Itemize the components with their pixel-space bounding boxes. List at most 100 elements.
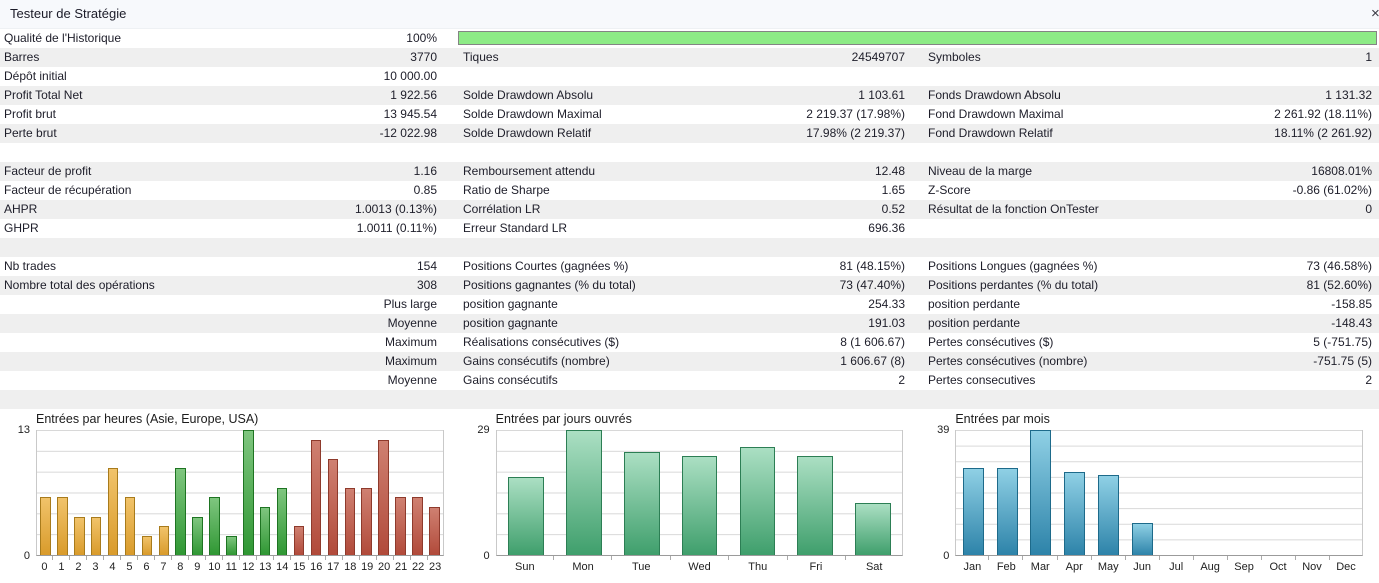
bar-slot <box>37 430 54 555</box>
x-axis-label: 5 <box>126 561 133 573</box>
bars <box>497 430 903 555</box>
stat-label: Solde Drawdown Maximal <box>463 107 602 121</box>
x-tick <box>206 556 224 560</box>
bar-slot <box>1294 430 1328 555</box>
stat-value: Plus large <box>383 297 437 311</box>
x-axis-label: Thu <box>748 561 768 573</box>
close-icon[interactable]: × <box>1371 5 1379 22</box>
bar-slot <box>728 430 786 555</box>
stat-value: 154 <box>416 259 437 273</box>
x-tick <box>309 556 326 560</box>
stat-label: position gagnante <box>463 297 558 311</box>
stat-cell: Gains consécutifs (nombre) 1 606.67 (8) <box>446 352 911 371</box>
table-row: GHPR 1.0011 (0.11%) Erreur Standard LR 696.… <box>0 219 1379 238</box>
stat-cell <box>911 143 1379 162</box>
bar <box>565 430 602 555</box>
bar <box>623 451 660 555</box>
bar <box>141 535 153 555</box>
bar-slot <box>223 430 240 555</box>
stat-value: 3770 <box>410 50 437 64</box>
bar <box>158 526 170 555</box>
stat-cell: Solde Drawdown Maximal 2 219.37 (17.98%) <box>446 105 911 124</box>
stat-label: Positions Courtes (gagnées %) <box>463 259 629 273</box>
bar <box>243 430 254 555</box>
stat-label: Gains consécutifs (nombre) <box>463 354 610 368</box>
stat-value: 81 (52.60%) <box>1306 278 1372 292</box>
x-axis-label: 18 <box>344 561 357 573</box>
stat-value: 191.03 <box>868 316 905 330</box>
x-tick <box>1058 556 1092 560</box>
x-tick <box>428 556 444 560</box>
table-row: Profit Total Net 1 922.56 Solde Drawdown A… <box>0 86 1379 105</box>
x-tick <box>989 556 1024 560</box>
x-tick <box>104 556 122 560</box>
x-axis-label: Jun <box>1133 561 1152 573</box>
stat-cell: Erreur Standard LR 696.36 <box>446 219 911 238</box>
x-tick <box>70 556 88 560</box>
bar <box>175 468 186 555</box>
x-tick <box>240 556 258 560</box>
x-tick <box>1296 556 1331 560</box>
stat-label: Tiques <box>463 50 499 64</box>
stat-cell: position perdante -158.85 <box>911 295 1379 314</box>
bar <box>1098 474 1119 555</box>
x-axis-label: Jan <box>963 561 982 573</box>
stat-label: Nb trades <box>4 259 57 273</box>
x-axis-label: Sun <box>515 561 535 573</box>
plot-area <box>955 430 1364 556</box>
stat-label: Gains consécutifs <box>463 373 558 387</box>
stat-label: GHPR <box>4 221 39 235</box>
stat-cell: Fonds Drawdown Absolu 1 131.32 <box>911 86 1379 105</box>
table-row: Moyenne Gains consécutifs 2 Pertes consecut… <box>0 371 1379 390</box>
x-tick <box>87 556 105 560</box>
x-axis-label: Sep <box>1234 561 1254 573</box>
table-row: Profit brut 13 945.54 Solde Drawdown Maxim… <box>0 105 1379 124</box>
plot-area <box>36 430 444 556</box>
panel-title: Testeur de Stratégie <box>10 6 127 21</box>
x-axis-label: Apr <box>1065 561 1083 573</box>
table-row: Qualité de l'Historique 100% <box>0 29 1379 48</box>
x-tick <box>1330 556 1363 560</box>
stat-cell: Tiques 24549707 <box>446 48 911 67</box>
x-tick <box>53 556 71 560</box>
stat-cell: Dépôt initial 10 000.00 <box>0 67 446 86</box>
bar <box>293 526 305 555</box>
bar <box>260 506 271 555</box>
bar-slot <box>206 430 223 555</box>
x-tick <box>496 556 555 560</box>
stat-value: 81 (48.15%) <box>839 259 905 273</box>
x-axis-label: Wed <box>688 561 711 573</box>
stat-cell: Facteur de récupération 0.85 <box>0 181 446 200</box>
chart-title: Entrées par heures (Asie, Europe, USA) <box>36 412 259 426</box>
y-axis-zero-label: 0 <box>483 550 490 562</box>
x-axis-label: 14 <box>276 561 289 573</box>
stat-cell: Perte brut -12 022.98 <box>0 124 446 143</box>
stat-value: 73 (46.58%) <box>1306 259 1372 273</box>
bar <box>1064 471 1086 555</box>
stat-label: Profit brut <box>4 107 57 121</box>
stat-value: 0 <box>1365 202 1372 216</box>
stat-value: -158.85 <box>1331 297 1372 311</box>
stat-cell: Qualité de l'Historique 100% <box>0 29 446 48</box>
stat-value: Moyenne <box>387 316 437 330</box>
x-axis-label: 20 <box>378 561 391 573</box>
table-row: Facteur de profit 1.16 Remboursement atten… <box>0 162 1379 181</box>
x-tick <box>121 556 139 560</box>
stat-label: Positions perdantes (% du total) <box>928 278 1099 292</box>
table-row <box>0 390 1379 409</box>
table-row: Barres 3770 Tiques 24549707 Symboles 1 <box>0 48 1379 67</box>
stat-cell: Réalisations consécutives ($) 8 (1 606.67… <box>446 333 911 352</box>
x-tick <box>291 556 309 560</box>
plot-area <box>495 430 904 556</box>
x-tick <box>274 556 292 560</box>
y-axis-zero-label: 0 <box>23 550 30 562</box>
stat-value: 73 (47.40%) <box>839 278 905 292</box>
stat-cell: Positions gagnantes (% du total) 73 (47.4… <box>446 276 911 295</box>
x-axis-label: 9 <box>194 561 201 573</box>
table-row: Dépôt initial 10 000.00 <box>0 67 1379 86</box>
entries-by-month-chart: Entrées par mois 39 0 Jan Feb Mar Apr May Jun Jul… <box>919 409 1379 583</box>
bar <box>996 468 1018 555</box>
x-axis-ticks <box>955 556 1363 560</box>
entries-by-weekday-chart: Entrées par jours ouvrés 29 0 Sun Mon Tue Wed T… <box>460 409 920 583</box>
bar-slot <box>426 430 443 555</box>
